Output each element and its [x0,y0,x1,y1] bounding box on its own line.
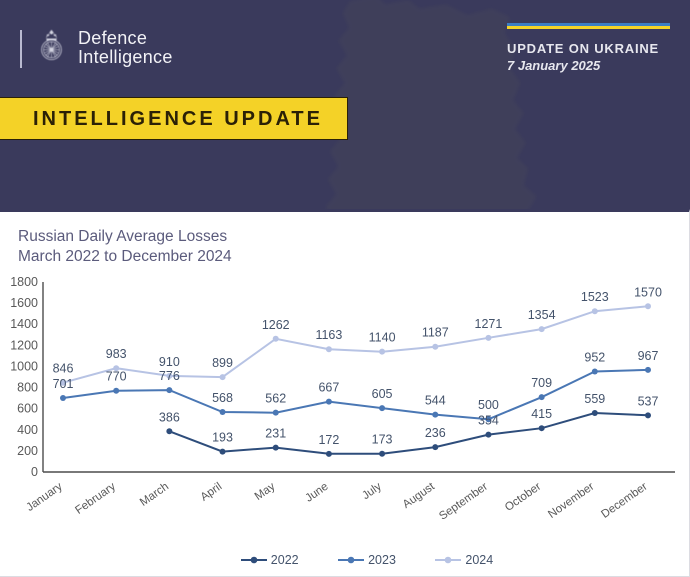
svg-text:415: 415 [531,407,552,421]
svg-text:236: 236 [425,426,446,440]
svg-text:1140: 1140 [369,331,396,345]
svg-text:667: 667 [318,381,339,395]
svg-text:983: 983 [106,347,127,361]
svg-text:1262: 1262 [262,318,290,332]
svg-text:193: 193 [212,431,233,445]
svg-text:400: 400 [17,423,38,437]
svg-text:June: June [303,481,330,505]
svg-text:544: 544 [425,394,446,408]
svg-text:March: March [138,481,171,509]
svg-text:231: 231 [265,427,286,441]
svg-text:910: 910 [159,355,180,369]
svg-text:537: 537 [638,394,659,408]
svg-text:1187: 1187 [422,326,449,340]
svg-text:770: 770 [106,370,127,384]
svg-text:1163: 1163 [315,328,342,342]
svg-text:1523: 1523 [581,290,609,304]
svg-text:October: October [503,481,544,514]
svg-text:354: 354 [478,414,499,428]
svg-text:1800: 1800 [10,275,38,289]
svg-text:568: 568 [212,391,233,405]
svg-text:1000: 1000 [10,359,38,373]
svg-text:500: 500 [478,398,499,412]
svg-text:200: 200 [17,444,38,458]
svg-text:1400: 1400 [10,317,38,331]
svg-text:562: 562 [265,392,286,406]
svg-text:386: 386 [159,410,180,424]
svg-text:August: August [401,480,438,511]
svg-text:September: September [437,481,490,523]
svg-text:1600: 1600 [10,296,38,310]
svg-text:May: May [253,480,278,502]
svg-text:January: January [24,480,65,513]
svg-text:701: 701 [53,377,74,391]
svg-text:967: 967 [638,349,659,363]
svg-text:172: 172 [318,433,339,447]
svg-text:776: 776 [159,369,180,383]
svg-text:800: 800 [17,381,38,395]
svg-text:600: 600 [17,402,38,416]
svg-text:1570: 1570 [634,285,662,299]
svg-text:709: 709 [531,376,552,390]
svg-text:November: November [546,481,596,521]
svg-text:1354: 1354 [528,308,556,322]
svg-text:559: 559 [584,392,605,406]
svg-text:952: 952 [584,351,605,365]
svg-text:605: 605 [372,387,393,401]
svg-text:173: 173 [372,433,393,447]
svg-text:July: July [360,480,384,502]
svg-text:December: December [599,481,649,521]
svg-text:April: April [199,481,225,504]
svg-text:1200: 1200 [10,338,38,352]
svg-text:899: 899 [212,356,233,370]
svg-text:846: 846 [53,362,74,376]
svg-text:1271: 1271 [475,317,503,331]
svg-text:February: February [73,480,118,516]
svg-text:0: 0 [31,465,38,479]
